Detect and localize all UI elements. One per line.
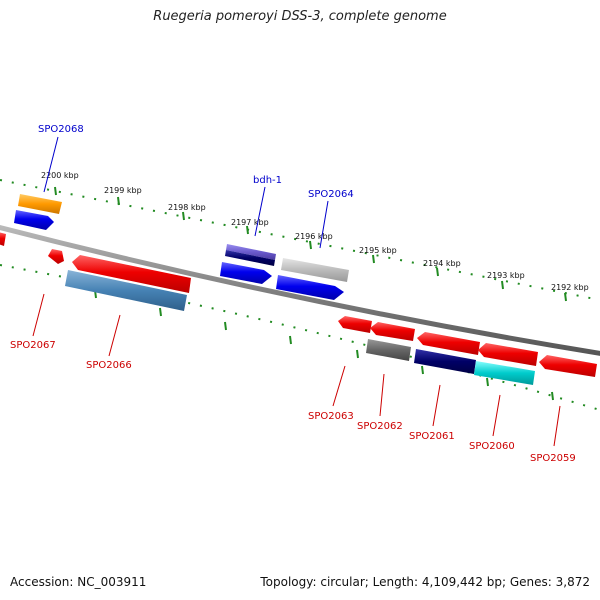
tick-label: 2197 kbp (231, 218, 269, 227)
tick-label: 2200 kbp (41, 171, 79, 180)
tick-label: 2193 kbp (487, 271, 525, 280)
gene-bdh-1[interactable] (226, 244, 276, 260)
gene-spo2066[interactable] (65, 270, 187, 311)
gene-reverse-arrow[interactable] (417, 332, 480, 355)
gene-spo2060[interactable] (474, 361, 535, 385)
major-ticks (54, 186, 567, 302)
callout-line (43, 136, 59, 193)
gene-forward-arrow[interactable] (14, 210, 54, 230)
gene-label-bottom[interactable]: SPO2066 (86, 360, 132, 371)
gene-spo2063[interactable] (338, 316, 372, 333)
map-title: Ruegeria pomeroyi DSS-3, complete genome (153, 9, 447, 24)
gene-reverse-partial[interactable] (0, 232, 6, 246)
gene-spo2061[interactable] (414, 349, 476, 374)
tick-label: 2192 kbp (551, 283, 589, 292)
tick-label: 2195 kbp (359, 246, 397, 255)
genome-stats: Topology: circular; Length: 4,109,442 bp… (260, 575, 590, 589)
callout-line (332, 365, 346, 407)
callout-line (492, 394, 501, 437)
callout-line (553, 405, 561, 447)
gene-bdh-1-core[interactable] (225, 250, 275, 266)
gene-label-top[interactable]: SPO2064 (308, 189, 354, 200)
genome-backbone (0, 224, 600, 356)
gene-label-bottom[interactable]: SPO2060 (469, 441, 515, 452)
gene-spo2059[interactable] (539, 355, 597, 377)
outer-tick-ring (0, 179, 600, 301)
callout-line (432, 384, 441, 427)
gene-label-bottom[interactable]: SPO2059 (530, 453, 576, 464)
gene-spo2067[interactable] (48, 249, 64, 264)
gene-reverse-arrow[interactable] (370, 322, 415, 341)
gene-label-top[interactable]: bdh-1 (253, 175, 282, 186)
callout-line (254, 186, 266, 237)
tick-label: 2194 kbp (423, 259, 461, 268)
callout-line (108, 314, 121, 357)
callout-line (379, 373, 385, 417)
gene-label-bottom[interactable]: SPO2061 (409, 431, 455, 442)
callout-line (32, 293, 45, 337)
gene-label-bottom[interactable]: SPO2063 (308, 411, 354, 422)
gene-forward-arrow[interactable] (220, 262, 272, 284)
gene-spo2064[interactable] (281, 258, 349, 282)
gene-label-top[interactable]: SPO2068 (38, 124, 84, 135)
tick-label: 2199 kbp (104, 186, 142, 195)
gene-spo2068[interactable] (18, 194, 62, 214)
tick-label: 2196 kbp (295, 232, 333, 241)
gene-forward-arrow[interactable] (276, 275, 344, 300)
gene-spo2066-red[interactable] (72, 255, 191, 293)
gene-spo2062[interactable] (366, 339, 411, 361)
gene-label-bottom[interactable]: SPO2062 (357, 421, 403, 432)
accession-label: Accession: NC_003911 (10, 575, 147, 589)
callout-line (319, 200, 329, 249)
gene-reverse-arrow[interactable] (478, 343, 538, 366)
gene-label-bottom[interactable]: SPO2067 (10, 340, 56, 351)
tick-label: 2198 kbp (168, 203, 206, 212)
